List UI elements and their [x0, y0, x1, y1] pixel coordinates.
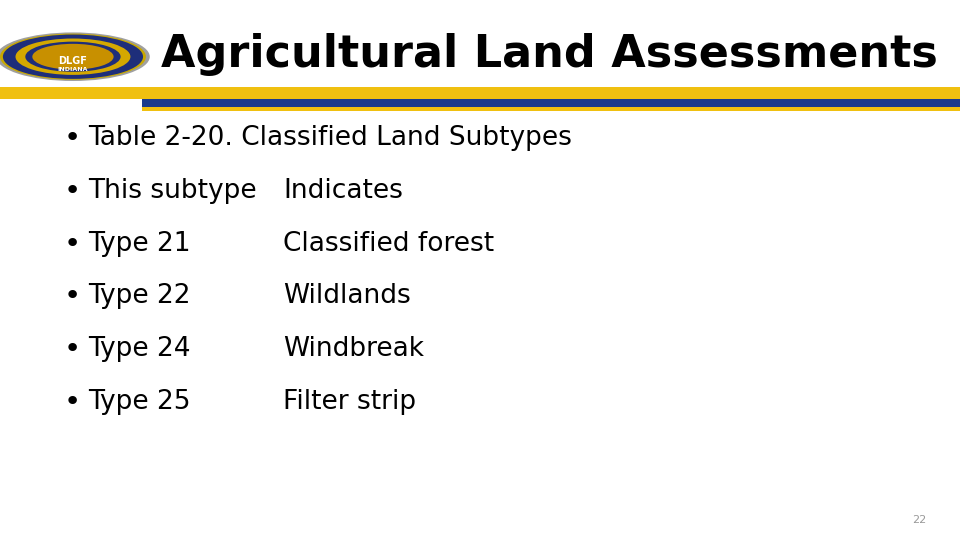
- Text: This subtype: This subtype: [88, 178, 257, 204]
- Ellipse shape: [3, 35, 143, 79]
- Ellipse shape: [33, 44, 113, 70]
- Text: INDIANA: INDIANA: [58, 67, 88, 72]
- Bar: [142, 107, 960, 111]
- Text: Indicates: Indicates: [283, 178, 403, 204]
- Bar: [142, 87, 960, 99]
- Text: 22: 22: [912, 515, 926, 525]
- Text: Type 25: Type 25: [88, 389, 191, 415]
- Bar: [0, 87, 142, 99]
- Ellipse shape: [0, 33, 146, 80]
- Text: Classified forest: Classified forest: [283, 231, 494, 256]
- Text: •: •: [63, 124, 81, 152]
- Text: Table 2-20. Classified Land Subtypes: Table 2-20. Classified Land Subtypes: [88, 125, 572, 151]
- Bar: [142, 99, 960, 107]
- Ellipse shape: [0, 32, 150, 81]
- Ellipse shape: [25, 42, 121, 72]
- Text: Type 24: Type 24: [88, 336, 191, 362]
- Ellipse shape: [15, 38, 131, 75]
- Text: Type 21: Type 21: [88, 231, 191, 256]
- Text: •: •: [63, 388, 81, 416]
- Text: Filter strip: Filter strip: [283, 389, 417, 415]
- Text: Windbreak: Windbreak: [283, 336, 424, 362]
- Text: •: •: [63, 282, 81, 310]
- Text: Wildlands: Wildlands: [283, 284, 411, 309]
- Text: Agricultural Land Assessments: Agricultural Land Assessments: [161, 32, 938, 76]
- Text: DLGF: DLGF: [59, 56, 87, 66]
- Text: •: •: [63, 177, 81, 205]
- Text: •: •: [63, 335, 81, 363]
- Text: Type 22: Type 22: [88, 284, 191, 309]
- Text: •: •: [63, 230, 81, 258]
